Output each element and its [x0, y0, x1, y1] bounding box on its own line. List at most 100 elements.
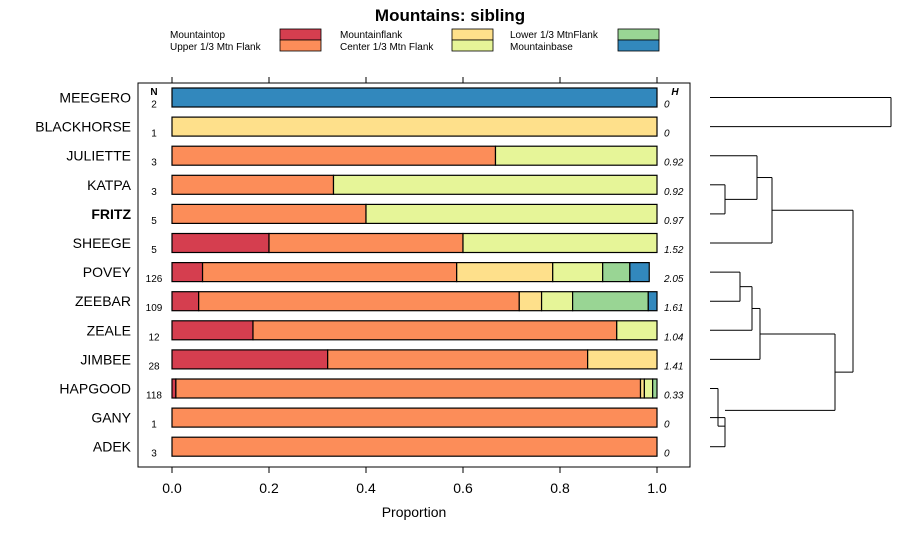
row-n-count: 5: [151, 216, 157, 227]
row-h-value: 0: [664, 129, 670, 140]
row-label: BLACKHORSE: [35, 119, 131, 135]
row-n-count: 109: [146, 303, 163, 314]
x-tick-label: 1.0: [647, 480, 667, 496]
bar-segment: [540, 291, 574, 312]
legend-label: Mountaintop: [170, 30, 225, 41]
row-h-value: 1.41: [664, 361, 683, 372]
dendrogram: [710, 97, 892, 448]
plot-frame: [137, 82, 691, 468]
bar-segment: [572, 291, 649, 312]
row-n-count: 1: [151, 420, 157, 431]
row-h-value: 2.05: [663, 274, 684, 285]
bar-segment: [552, 262, 604, 283]
x-tick-label: 0.6: [453, 480, 473, 496]
bar-segment: [171, 203, 367, 224]
row-label: ADEK: [93, 439, 132, 455]
legend-label: Center 1/3 Mtn Flank: [340, 42, 434, 53]
bar-segment: [652, 378, 658, 399]
bar-segment: [171, 116, 658, 137]
bar-segment: [332, 174, 658, 195]
row-n-count: 2: [151, 100, 157, 111]
legend-label: Lower 1/3 MtnFlank: [510, 30, 599, 41]
legend-label: Upper 1/3 Mtn Flank: [170, 42, 262, 53]
legend-swatch: [279, 28, 322, 41]
x-tick-label: 0.0: [162, 480, 182, 496]
row-h-value: 1.52: [664, 245, 684, 256]
legend-swatch: [451, 28, 494, 41]
bar-segment: [171, 436, 658, 457]
row-label: FRITZ: [91, 206, 131, 222]
legend-label: Mountainbase: [510, 42, 573, 53]
row-h-value: 0: [664, 420, 670, 431]
bar-segment: [198, 291, 520, 312]
bar-segment: [587, 349, 658, 370]
row-n-count: 1: [151, 129, 157, 140]
x-tick-label: 0.2: [259, 480, 279, 496]
row-label: SHEEGE: [73, 235, 131, 251]
row-n-count: 118: [146, 391, 162, 402]
bar-rows: MEEGERO 2 0 BLACKHORSE 1 0 JULIETTE 3 0.92 KATPA 3…: [35, 87, 684, 460]
row-h-value: 0.33: [664, 391, 684, 402]
row-h-value: 0.92: [664, 187, 684, 198]
bar-segment: [462, 232, 658, 254]
row-label: POVEY: [83, 264, 132, 280]
row-n-count: 3: [151, 158, 157, 169]
bar-segment: [602, 262, 631, 283]
legend: Mountaintop Mountainflank Lower 1/3 MtnFla…: [170, 28, 660, 53]
legend-label: Mountainflank: [340, 30, 403, 41]
row-h-value: 0: [664, 100, 670, 111]
row-h-value: 1.04: [664, 332, 684, 343]
legend-swatch: [451, 39, 494, 52]
row-h-value: 0.97: [664, 216, 684, 227]
x-tick-label: 0.4: [356, 480, 376, 496]
bar-segment: [171, 291, 200, 312]
bar-segment: [171, 349, 329, 370]
x-tick-label: 0.8: [550, 480, 570, 496]
h-column-header: H: [671, 87, 679, 98]
bar-segment: [171, 262, 204, 283]
row-n-count: 12: [148, 332, 160, 343]
row-label: HAPGOOD: [59, 381, 131, 397]
bar-segment: [268, 232, 464, 254]
legend-swatch: [617, 28, 660, 41]
bar-segment: [201, 262, 458, 283]
row-n-count: 3: [151, 187, 157, 198]
legend-swatch: [279, 39, 322, 52]
x-axis: 0.0 0.2 0.4 0.6 0.8 1.0: [162, 77, 667, 496]
row-label: KATPA: [87, 177, 131, 193]
bar-segment: [327, 349, 589, 370]
row-label: MEEGERO: [59, 90, 131, 106]
bar-segment: [171, 407, 658, 428]
bar-segment: [171, 232, 270, 254]
row-n-count: 126: [146, 274, 163, 285]
x-axis-title: Proportion: [382, 504, 447, 520]
bar-segment: [175, 378, 642, 399]
bar-segment: [171, 320, 254, 341]
row-h-value: 1.61: [664, 303, 683, 314]
bar-segment: [629, 262, 650, 283]
bar-segment: [456, 262, 554, 283]
bar-segment: [643, 378, 654, 399]
row-label: JULIETTE: [66, 148, 131, 164]
bar-segment: [616, 320, 658, 341]
row-h-value: 0.92: [664, 158, 684, 169]
row-label: JIMBEE: [80, 351, 131, 367]
bar-segment: [171, 145, 497, 166]
bar-segment: [252, 320, 618, 341]
bar-segment: [171, 174, 335, 195]
bar-segment: [647, 291, 658, 312]
row-h-value: 0: [664, 449, 670, 460]
bar-segment: [171, 87, 658, 108]
row-label: ZEALE: [87, 322, 131, 338]
row-label: GANY: [91, 410, 131, 426]
n-column-header: N: [150, 87, 157, 98]
legend-swatch: [617, 39, 660, 52]
row-n-count: 5: [151, 245, 157, 256]
bar-segment: [365, 203, 658, 224]
bar-segment: [494, 145, 658, 166]
row-n-count: 3: [151, 449, 157, 460]
chart-title: Mountains: sibling: [375, 6, 525, 25]
row-n-count: 28: [148, 361, 160, 372]
